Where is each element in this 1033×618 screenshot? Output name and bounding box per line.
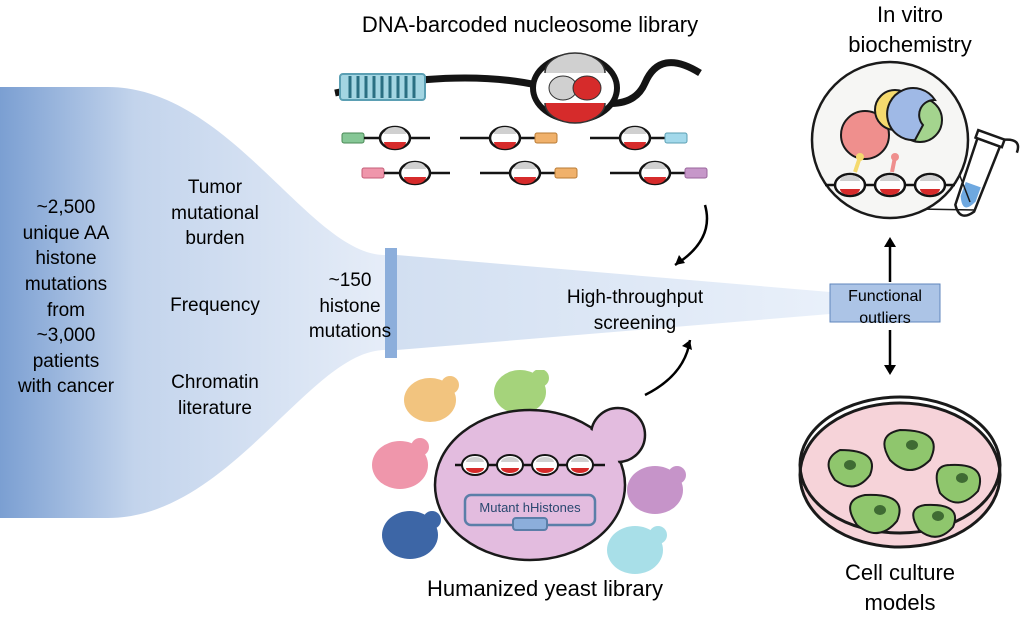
arrow-outliers-down xyxy=(875,325,905,380)
criteria1-text: Tumor mutational burden xyxy=(155,175,275,252)
outliers-text: Functional outliers xyxy=(830,286,940,329)
stage2-text: ~150 histone mutations xyxy=(300,268,400,345)
title-nucleosome-library: DNA-barcoded nucleosome library xyxy=(330,10,730,40)
stage3-text: High-throughput screening xyxy=(550,285,720,336)
arrow-nucleosome-to-screening xyxy=(660,200,730,280)
mutant-histones-label: Mutant hHistones xyxy=(479,500,581,515)
cell-culture-illustration xyxy=(790,380,1010,560)
biochemistry-illustration xyxy=(800,50,1030,270)
arrow-outliers-up xyxy=(875,232,905,287)
title-cell-culture: Cell culture models xyxy=(810,558,990,617)
criteria3-text: Chromatin literature xyxy=(155,370,275,421)
stage1-text: ~2,500 unique AA histone mutations from … xyxy=(6,195,126,400)
nucleosome-library-illustration xyxy=(330,38,720,218)
criteria2-text: Frequency xyxy=(155,293,275,319)
arrow-yeast-to-screening xyxy=(635,330,715,410)
